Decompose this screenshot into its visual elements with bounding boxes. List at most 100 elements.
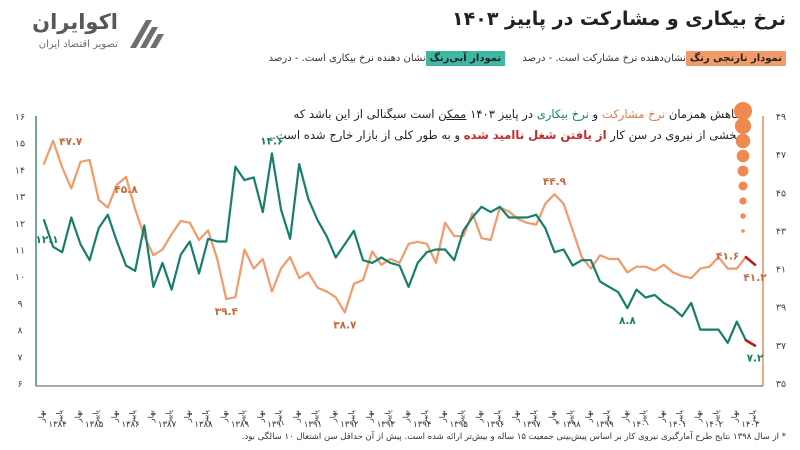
annotation-note: کاهش همزمان نرخ مشارکت و نرخ بیکاری در پ…	[220, 104, 740, 146]
participation-data-label: ۳۸.۷	[333, 319, 357, 331]
year-label: ۱۳۹۲	[340, 420, 359, 430]
season-tick-label: پاییز	[92, 410, 101, 425]
season-tick-label: بهار	[37, 410, 46, 423]
year-label: ۱۳۸۷	[158, 420, 177, 430]
decorative-dot	[739, 197, 747, 205]
season-tick-label: پاییز	[165, 410, 174, 425]
year-label: * ۱۳۹۸	[556, 420, 582, 430]
participation-data-label: ۴۱.۶	[716, 251, 739, 263]
note-participation: نرخ مشارکت	[601, 107, 666, 121]
participation-data-label: ۳۹.۴	[215, 306, 239, 318]
year-label: ۱۳۸۶	[121, 420, 139, 430]
annotation-line-2: بخشی از نیروی در سن کار از یافتن شغل ناا…	[220, 125, 740, 146]
year-label: ۱۴۰۱	[668, 420, 686, 430]
season-tick-label: پاییز	[529, 410, 538, 425]
season-tick-label: بهار	[329, 410, 338, 423]
participation-data-label: ۴۴.۹	[543, 176, 567, 188]
logo-name: اکوایران	[32, 10, 118, 34]
season-tick-label: پاییز	[493, 410, 502, 425]
y-left-tick-label: ۸	[17, 326, 22, 337]
y-left-tick-label: ۱۰	[15, 272, 25, 283]
logo: اکوایران تصویر اقتصاد ایران	[10, 8, 180, 56]
year-label: ۱۳۹۱	[304, 420, 322, 430]
logo-subtitle: تصویر اقتصاد ایران	[38, 39, 118, 50]
note-text: کاهش همزمان	[668, 107, 740, 121]
y-left-tick-label: ۱۳	[15, 192, 25, 203]
y-right-tick-label: ۳۹	[776, 303, 786, 314]
year-label: ۱۴۰۰	[632, 420, 650, 430]
season-tick-label: پاییز	[639, 410, 648, 425]
season-tick-label: بهار	[219, 410, 228, 423]
year-label: ۱۳۹۷	[523, 420, 542, 430]
y-left-tick-label: ۷	[17, 352, 22, 363]
y-left-tick-label: ۱۵	[15, 139, 25, 150]
y-right-tick-label: ۳۷	[776, 341, 786, 352]
y-left-tick-label: ۶	[17, 379, 22, 390]
year-label: ۱۳۹۵	[450, 420, 469, 430]
season-tick-label: پاییز	[274, 410, 283, 425]
y-right-tick-label: ۳۵	[776, 379, 786, 390]
ecoiran-logo-icon	[130, 20, 164, 48]
season-tick-label: پاییز	[383, 410, 392, 425]
season-tick-label: بهار	[730, 410, 739, 423]
decorative-dot	[738, 181, 748, 191]
year-label: ۱۴۰۲	[705, 420, 724, 430]
year-label: ۱۳۸۹	[231, 420, 250, 430]
season-tick-label: پاییز	[712, 410, 721, 425]
note-unemployment: نرخ بیکاری	[536, 107, 589, 121]
note-text: در پاییز ۱۴۰۳	[470, 107, 533, 121]
season-tick-label: پاییز	[602, 410, 611, 425]
legend-teal-swatch: نمودار آبی‌رنگ	[425, 51, 506, 66]
y-right-tick-label: ۴۷	[776, 150, 786, 161]
season-tick-label: بهار	[183, 410, 192, 423]
season-tick-label: پاییز	[55, 410, 64, 425]
year-label: ۱۳۹۴	[413, 420, 431, 430]
legend-orange-swatch: نمودار نارنجی رنگ	[685, 51, 786, 66]
y-right-tick-label: ۴۱	[776, 265, 786, 276]
season-tick-label: بهار	[657, 410, 666, 423]
season-tick-label: پاییز	[420, 410, 429, 425]
year-label: ۱۳۹۳	[377, 420, 396, 430]
season-tick-label: پاییز	[238, 410, 247, 425]
season-tick-label: بهار	[547, 410, 556, 423]
season-tick-label: بهار	[146, 410, 155, 423]
season-tick-label: پاییز	[748, 410, 757, 425]
note-text: و به طور کلی از بازار خارج شده است.	[272, 128, 461, 142]
y-left-tick-label: ۱۲	[15, 219, 25, 230]
season-tick-label: بهار	[620, 410, 629, 423]
season-tick-label: پاییز	[566, 410, 575, 425]
note-text: است سیگنالی از این باشد که	[293, 107, 435, 121]
decorative-dot	[741, 229, 745, 233]
season-tick-label: بهار	[365, 410, 374, 423]
season-tick-label: بهار	[584, 410, 593, 423]
legend: نمودار نارنجی رنگنشان‌دهنده نرخ مشارکت ا…	[269, 51, 786, 66]
y-left-tick-label: ۱۴	[15, 165, 25, 176]
season-tick-label: پاییز	[201, 410, 210, 425]
season-tick-label: بهار	[511, 410, 520, 423]
decorative-dot	[740, 213, 746, 219]
season-tick-label: پاییز	[128, 410, 137, 425]
year-label: ۱۴۰۳	[741, 420, 760, 430]
participation-line	[42, 139, 748, 314]
legend-teal-text: نشان دهنده نرخ بیکاری است. - درصد	[268, 53, 426, 64]
season-tick-label: بهار	[73, 410, 82, 423]
y-right-tick-label: ۴۳	[776, 226, 786, 237]
note-text: و	[592, 107, 599, 121]
year-label: ۱۳۸۴	[49, 420, 67, 430]
year-label: ۱۳۹۹	[595, 420, 614, 430]
season-tick-label: پاییز	[675, 410, 684, 425]
year-label: ۱۳۸۸	[194, 420, 213, 430]
unemployment-line	[42, 152, 748, 344]
note-possible: ممکن	[438, 107, 467, 121]
y-right-tick-label: ۴۹	[776, 112, 786, 123]
y-left-tick-label: ۱۶	[15, 112, 25, 123]
participation-data-label: ۴۵.۸	[114, 184, 138, 196]
season-tick-label: پاییز	[347, 410, 356, 425]
season-tick-label: بهار	[475, 410, 484, 423]
note-hopeless: از یافتن شغل ناامید شده	[463, 128, 607, 142]
y-left-tick-label: ۹	[17, 299, 22, 310]
unemployment-data-label: ۸.۸	[619, 315, 636, 327]
year-label: ۱۳۹۶	[486, 420, 504, 430]
y-left-tick-label: ۱۱	[15, 246, 25, 257]
participation-decline-segment	[744, 255, 757, 267]
